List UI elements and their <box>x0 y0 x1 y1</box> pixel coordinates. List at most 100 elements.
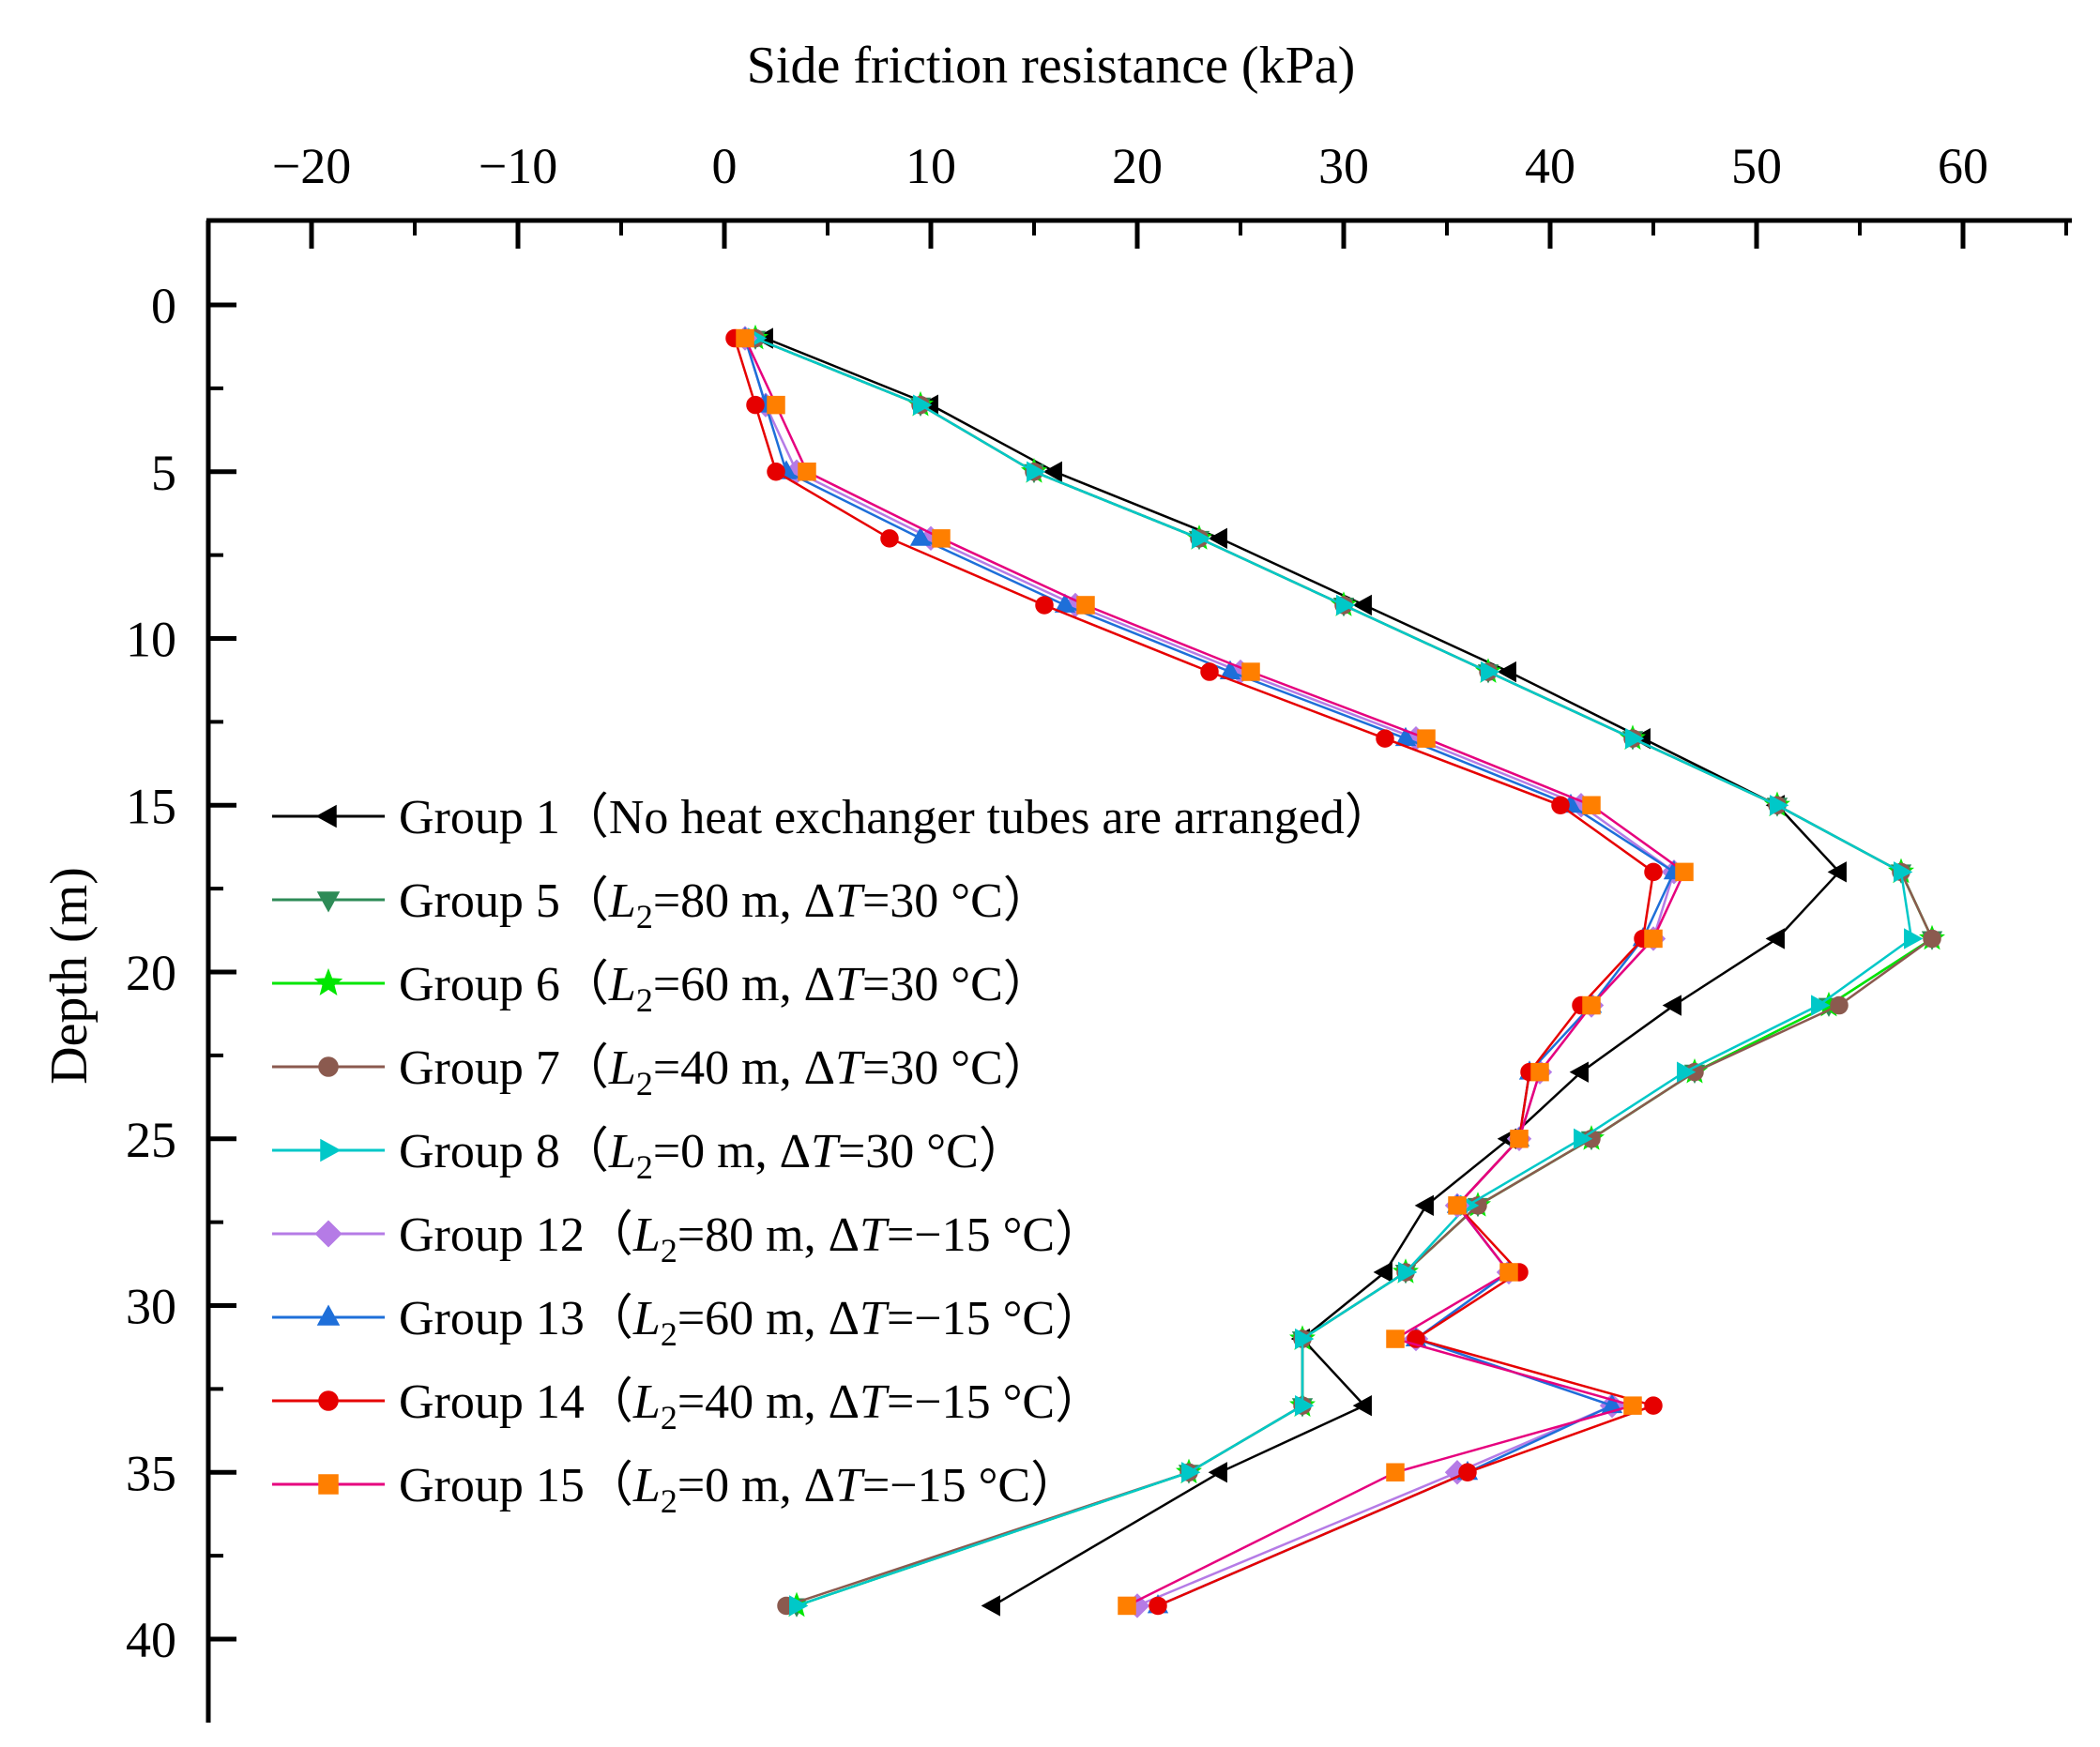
y-tick-label: 0 <box>151 278 176 334</box>
data-point <box>880 529 899 548</box>
data-point <box>1076 596 1095 615</box>
y-tick-label: 15 <box>126 778 176 834</box>
data-point <box>1352 1394 1372 1417</box>
data-point <box>1770 795 1789 816</box>
data-point <box>1336 594 1356 616</box>
data-point <box>1644 1396 1663 1415</box>
data-point <box>1582 796 1601 814</box>
x-tick-label: −10 <box>479 138 557 194</box>
y-tick-label: 25 <box>126 1112 176 1168</box>
data-point <box>1574 1128 1593 1149</box>
data-point <box>932 529 951 548</box>
x-axis-ticks: −20 −10 0 10 20 30 40 50 60 <box>206 138 2068 249</box>
data-point <box>1623 1396 1642 1415</box>
data-point <box>981 1595 1000 1617</box>
legend: Group 1（No heat exchanger tubes are arra… <box>272 791 1393 1520</box>
data-point <box>1677 1061 1697 1083</box>
legend-marker <box>318 1474 339 1495</box>
legend-label: Group 14（L2=40 m, ΔT=−15 °C） <box>399 1375 1103 1436</box>
data-point <box>1417 729 1436 748</box>
data-point <box>1625 727 1645 750</box>
data-point <box>1675 862 1694 882</box>
data-point <box>1827 861 1847 883</box>
data-point <box>1582 995 1601 1015</box>
data-point <box>1830 995 1849 1015</box>
data-point <box>736 328 754 348</box>
legend-marker <box>313 967 343 995</box>
series-group-15 <box>736 328 1694 1616</box>
data-point <box>1398 1261 1418 1284</box>
x-axis-title: Side friction resistance (kPa) <box>747 37 1355 95</box>
legend-item: Group 1（No heat exchanger tubes are arra… <box>272 791 1393 844</box>
legend-marker <box>314 1220 342 1248</box>
legend-marker <box>318 1056 339 1077</box>
data-point <box>1530 1062 1549 1082</box>
legend-item: Group 7（L2=40 m, ΔT=30 °C） <box>272 1041 1052 1102</box>
data-point <box>1241 662 1260 681</box>
data-point <box>1054 593 1076 613</box>
legend-item: Group 14（L2=40 m, ΔT=−15 °C） <box>272 1375 1103 1436</box>
data-point <box>1458 1463 1477 1481</box>
legend-marker <box>316 891 341 913</box>
data-point <box>1295 1328 1315 1350</box>
data-point <box>1644 929 1663 949</box>
data-point <box>1551 796 1570 814</box>
legend-marker <box>316 1304 341 1326</box>
data-point <box>1352 594 1372 616</box>
data-point <box>909 526 932 546</box>
data-point <box>767 463 785 481</box>
legend-label: Group 12（L2=80 m, ΔT=−15 °C） <box>399 1208 1103 1269</box>
data-point <box>1765 928 1785 949</box>
data-point <box>1510 1130 1529 1148</box>
data-point <box>1448 1196 1467 1215</box>
data-point <box>1497 661 1516 683</box>
data-point <box>767 395 785 415</box>
data-point <box>1208 1462 1227 1483</box>
y-tick-label: 35 <box>126 1445 176 1501</box>
x-tick-label: 20 <box>1112 138 1163 194</box>
data-point <box>798 463 816 481</box>
data-point <box>1376 729 1394 748</box>
legend-item: Group 8（L2=0 m, ΔT=30 °C） <box>272 1125 1027 1186</box>
data-point <box>1042 461 1062 482</box>
data-point <box>1662 995 1682 1016</box>
y-tick-label: 30 <box>126 1279 176 1335</box>
data-point <box>1644 862 1663 882</box>
legend-item: Group 6（L2=60 m, ΔT=30 °C） <box>272 958 1052 1019</box>
y-axis-ticks: 0 5 10 15 20 25 30 35 40 <box>126 278 236 1668</box>
data-point <box>1181 1462 1201 1483</box>
legend-label: Group 8（L2=0 m, ΔT=30 °C） <box>399 1125 1027 1186</box>
legend-label: Group 15（L2=0 m, ΔT=−15 °C） <box>399 1459 1079 1520</box>
x-tick-label: 40 <box>1525 138 1575 194</box>
legend-label: Group 13（L2=60 m, ΔT=−15 °C） <box>399 1292 1103 1353</box>
x-tick-label: 60 <box>1938 138 1988 194</box>
data-point <box>1414 1194 1434 1217</box>
data-point <box>1027 461 1046 482</box>
data-point <box>1386 1463 1405 1481</box>
y-tick-label: 5 <box>151 445 176 501</box>
data-point <box>1208 527 1227 550</box>
data-point <box>1149 1596 1167 1616</box>
data-point <box>1295 1394 1315 1417</box>
x-tick-label: 50 <box>1731 138 1782 194</box>
x-tick-label: 30 <box>1318 138 1369 194</box>
data-point <box>913 394 933 416</box>
y-axis-title: Depth (m) <box>40 867 99 1085</box>
legend-label: Group 1（No heat exchanger tubes are arra… <box>399 791 1393 844</box>
data-point <box>1499 1263 1518 1282</box>
series-layer <box>725 324 1946 1618</box>
legend-marker <box>320 1138 342 1162</box>
y-tick-label: 10 <box>126 612 176 668</box>
data-point <box>1386 1329 1405 1348</box>
data-point <box>746 395 765 415</box>
legend-item: Group 13（L2=60 m, ΔT=−15 °C） <box>272 1292 1103 1353</box>
data-point <box>1373 1261 1392 1284</box>
data-point <box>1904 928 1924 949</box>
y-tick-label: 20 <box>126 945 176 1001</box>
legend-label: Group 6（L2=60 m, ΔT=30 °C） <box>399 958 1052 1019</box>
y-tick-label: 40 <box>126 1612 176 1668</box>
legend-marker <box>315 804 337 828</box>
x-tick-label: 0 <box>712 138 738 194</box>
legend-label: Group 7（L2=40 m, ΔT=30 °C） <box>399 1041 1052 1102</box>
